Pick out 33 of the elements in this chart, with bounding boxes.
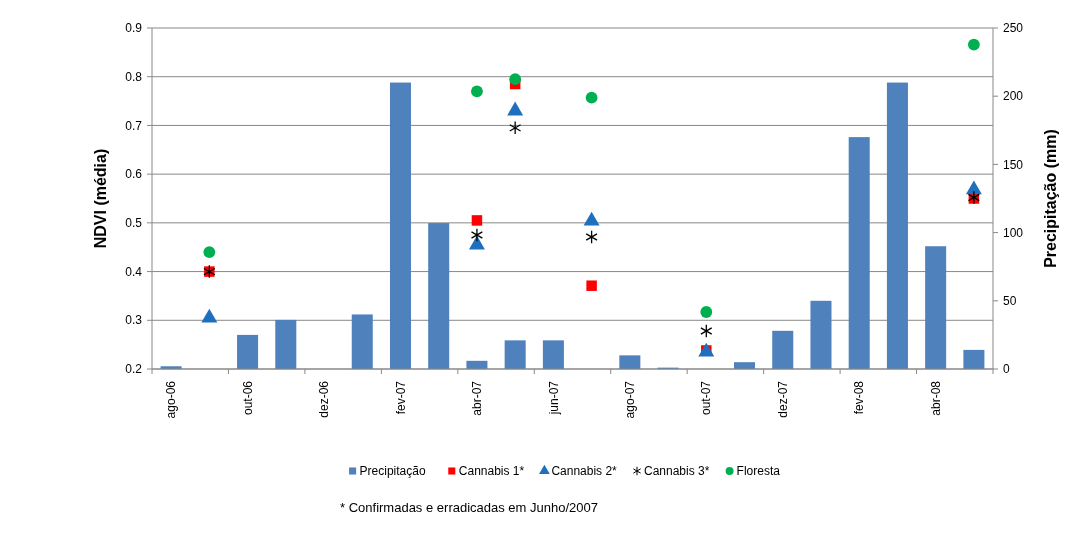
y-tick-label: 0.5 xyxy=(125,216,143,231)
y2-axis-title: Precipitação (mm) xyxy=(1042,129,1059,268)
y-tick-label: 0.6 xyxy=(125,167,143,182)
y2-tick-label: 200 xyxy=(1003,89,1024,104)
y-tick-label: 0.7 xyxy=(125,118,143,133)
x-tick-label: out-07 xyxy=(699,380,714,416)
x-tick-label: fev-07 xyxy=(393,380,408,415)
legend-label: Cannabis 1* xyxy=(458,464,525,479)
legend-label: Floresta xyxy=(736,464,781,479)
x-tick-label: abr-08 xyxy=(928,380,943,416)
y2-tick-label: 100 xyxy=(1003,225,1024,240)
y2-tick-label: 0 xyxy=(1003,362,1010,377)
y-tick-label: 0.4 xyxy=(125,264,143,279)
x-tick-label: out-06 xyxy=(240,380,255,416)
legend-label: Cannabis 3* xyxy=(644,464,710,479)
x-tick-label: jun-07 xyxy=(546,380,561,416)
legend-label: Cannabis 2* xyxy=(551,464,618,479)
y2-tick-label: 50 xyxy=(1003,294,1017,308)
y2-tick-label: 150 xyxy=(1003,157,1024,172)
y-tick-label: 0.8 xyxy=(125,69,143,84)
y-tick-label: 0.3 xyxy=(125,313,143,328)
x-tick-label: dez-07 xyxy=(775,380,790,418)
x-tick-label: ago-06 xyxy=(164,380,179,419)
legend-label: Precipitação xyxy=(359,464,426,479)
x-tick-label: dez-06 xyxy=(317,380,332,418)
text: * Confirmadas e erradicadas em Junho/2007 xyxy=(340,500,598,515)
y-axis-title: NDVI (média) xyxy=(92,148,109,249)
y-tick-label: 0.2 xyxy=(125,362,143,377)
x-tick-label: ago-07 xyxy=(623,380,638,419)
y2-tick-label: 250 xyxy=(1003,21,1024,36)
x-tick-label: fev-08 xyxy=(852,380,867,415)
y-tick-label: 0.9 xyxy=(125,21,143,36)
x-tick-label: abr-07 xyxy=(470,380,485,416)
